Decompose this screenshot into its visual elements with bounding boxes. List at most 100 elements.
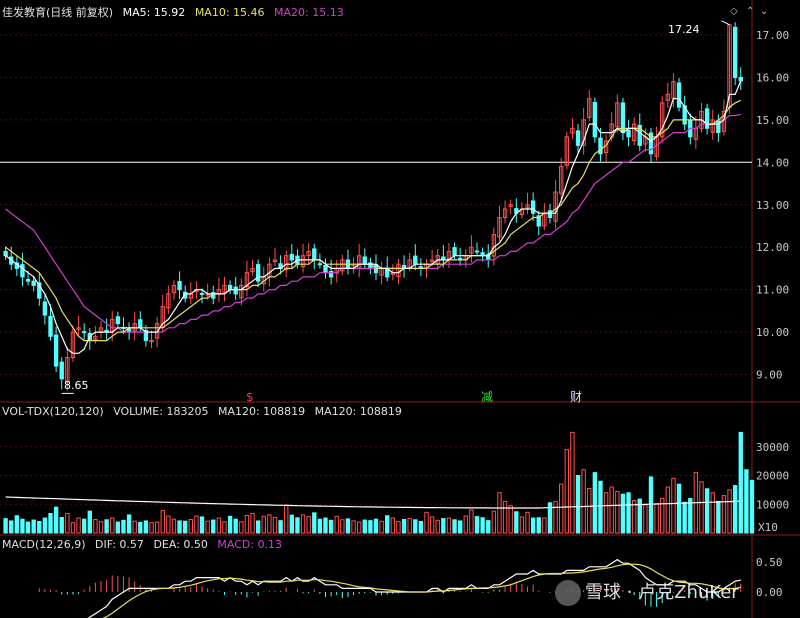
candle-body [93, 335, 98, 340]
dif-label: DIF: 0.57 [95, 538, 144, 551]
diamond-icon[interactable]: ◇ [730, 6, 738, 17]
volume-bar [65, 512, 70, 534]
volume-bar [637, 498, 642, 534]
volume-bar [160, 510, 165, 534]
volume-bar [53, 506, 59, 534]
candle-body [149, 340, 154, 343]
volume-bar [446, 517, 452, 534]
high-annotation: 17.24 [668, 23, 700, 36]
volume-bar [390, 517, 396, 534]
volume-bar [149, 522, 154, 534]
volume-bar [20, 518, 25, 534]
candle-body [592, 101, 598, 138]
candle-body [525, 204, 530, 209]
chevron-up-icon[interactable]: ⌃ [746, 6, 755, 17]
candle-body [502, 208, 508, 218]
volume-bar [373, 518, 379, 534]
candle-body [154, 323, 160, 339]
volume-bar [401, 518, 407, 534]
volume-bar [530, 517, 536, 534]
volume-bar [671, 477, 676, 534]
volume-bar [570, 431, 575, 534]
volume-bar [31, 519, 36, 534]
volume-bar [115, 521, 121, 534]
volume-bar [435, 519, 440, 534]
volume-bar [682, 501, 687, 534]
volume-bar [334, 515, 339, 534]
volume-bar [70, 522, 76, 534]
volume-bar [643, 504, 648, 534]
candle-body [660, 102, 665, 138]
ma5-line [5, 80, 742, 354]
volume-bar [166, 515, 171, 534]
price-tick-label: 16.00 [756, 71, 789, 84]
candle-body [598, 137, 603, 155]
volume-bar [463, 515, 468, 534]
candle-body [469, 246, 474, 254]
volume-bar [121, 519, 126, 534]
volume-bar [362, 519, 367, 534]
volume-bar [37, 521, 42, 534]
volume-bar [356, 521, 362, 534]
marker-jian: 减 [481, 390, 493, 404]
volume-bar [126, 514, 132, 534]
volume-ma120-line [5, 496, 741, 509]
price-tick-label: 14.00 [756, 156, 789, 169]
candle-body [25, 278, 31, 282]
volume-bar [328, 519, 334, 534]
volume-bar [553, 500, 558, 534]
volume-bar [284, 504, 289, 534]
volume-bar [710, 492, 715, 534]
candle-body [306, 250, 311, 257]
volume-bar [211, 519, 216, 534]
candle-body [284, 255, 289, 271]
volume-bar [592, 472, 598, 534]
candle-body [138, 319, 143, 329]
volume-bar [244, 514, 250, 534]
stock-name: 佳发教育(日线 前复权) [2, 6, 114, 19]
candle-body [665, 93, 671, 101]
candle-body [244, 272, 250, 288]
volume-tick-label: 10000 [756, 498, 789, 511]
volume-bar [716, 500, 721, 534]
volume-bar [508, 505, 513, 534]
volume-bar [603, 492, 609, 534]
ma10-label: MA10: 15.46 [194, 6, 265, 19]
volume-bar [721, 495, 727, 534]
ma5-label: MA5: 15.92 [122, 6, 186, 19]
candle-body [429, 259, 435, 263]
marker-cai: 财 [570, 390, 582, 404]
price-tick-label: 9.00 [756, 369, 783, 382]
candle-body [682, 105, 687, 125]
candle-body [183, 291, 188, 299]
volume-bar [418, 521, 424, 534]
volume-bar [368, 520, 373, 534]
volume-bar [317, 518, 323, 534]
candle-body [631, 123, 637, 142]
candle-body [738, 76, 743, 82]
candle-body [328, 270, 334, 278]
candle-body [255, 264, 261, 282]
volume-bar [312, 512, 317, 534]
macd-tick-label: 0.00 [756, 586, 783, 599]
price-tick-label: 12.00 [756, 241, 789, 254]
candle-body [317, 263, 323, 266]
volume-bar [525, 511, 530, 534]
low-annotation: 8.65 [64, 379, 89, 392]
chevron-down-icon[interactable]: ⌄ [760, 6, 769, 17]
volume-bar [519, 516, 525, 534]
candle-body [65, 357, 70, 382]
volume-bar [429, 516, 435, 534]
volume-bar [727, 489, 732, 534]
candle-body [547, 210, 553, 218]
volume-bar [3, 518, 8, 534]
candle-body [81, 331, 87, 334]
volume-bar [575, 475, 581, 534]
volume-bar [183, 520, 188, 534]
candle-body [413, 255, 418, 265]
volume-bar [749, 479, 755, 534]
candle-body [615, 102, 620, 128]
candle-body [446, 250, 452, 260]
candle-body [233, 286, 238, 295]
volume-bar [199, 516, 205, 534]
